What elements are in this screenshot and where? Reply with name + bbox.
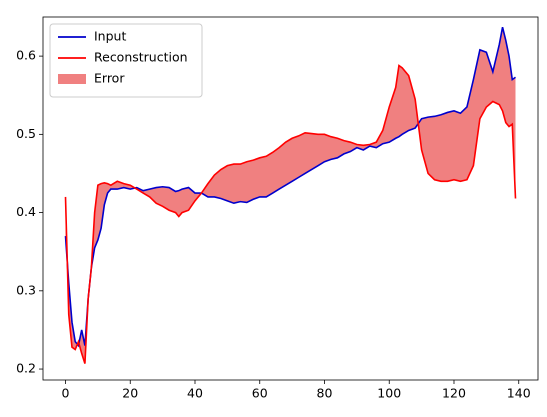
x-tick-label: 80 [317, 386, 333, 401]
legend-frame [49, 23, 203, 98]
legend-swatch [58, 74, 86, 84]
y-tick-label: 0.2 [16, 361, 36, 376]
error-area [65, 27, 516, 364]
line [64, 64, 517, 364]
line [64, 26, 516, 348]
y-tick-label: 0.4 [16, 204, 36, 219]
x-tick-label: 60 [252, 386, 268, 401]
x-tick-label: 120 [442, 386, 466, 401]
x-tick-label: 140 [507, 386, 531, 401]
x-tick-label: 20 [122, 386, 138, 401]
x-tick-label: 100 [377, 386, 401, 401]
plot-frame [42, 16, 539, 381]
y-tick-label: 0.5 [16, 126, 36, 141]
legend-label: Input [94, 29, 126, 44]
legend-label: Reconstruction [94, 50, 188, 65]
y-tick-label: 0.6 [16, 48, 36, 63]
x-tick-label: 0 [62, 386, 70, 401]
y-tick-label: 0.3 [16, 282, 36, 297]
x-tick-label: 40 [187, 386, 203, 401]
legend: Input Reconstruction Error [49, 23, 203, 98]
legend-label: Error [94, 71, 125, 86]
